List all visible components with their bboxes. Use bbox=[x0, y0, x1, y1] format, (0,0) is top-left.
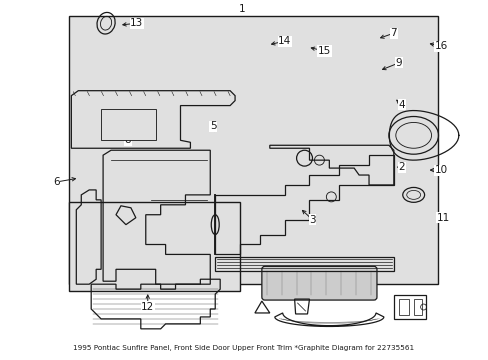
Text: 7: 7 bbox=[390, 28, 396, 38]
Bar bbox=[413, 299, 421, 315]
Text: 1: 1 bbox=[238, 4, 245, 14]
Text: 1995 Pontiac Sunfire Panel, Front Side Door Upper Front Trim *Graphite Diagram f: 1995 Pontiac Sunfire Panel, Front Side D… bbox=[73, 345, 414, 351]
Text: 2: 2 bbox=[398, 162, 404, 172]
FancyBboxPatch shape bbox=[262, 266, 376, 300]
Text: 12: 12 bbox=[141, 302, 154, 312]
Bar bbox=[69, 202, 240, 291]
Text: 13: 13 bbox=[130, 18, 143, 28]
Bar bbox=[393, 295, 425, 319]
Text: 3: 3 bbox=[308, 215, 315, 225]
Polygon shape bbox=[101, 109, 155, 140]
Text: 15: 15 bbox=[317, 46, 330, 56]
Text: 9: 9 bbox=[395, 58, 401, 68]
Text: 16: 16 bbox=[434, 41, 447, 51]
Bar bbox=[215, 257, 393, 271]
Text: 4: 4 bbox=[398, 100, 404, 109]
Bar bbox=[69, 16, 438, 284]
Text: 8: 8 bbox=[124, 135, 131, 145]
Text: 5: 5 bbox=[209, 121, 216, 131]
Text: 10: 10 bbox=[434, 165, 447, 175]
Bar bbox=[398, 299, 408, 315]
Text: 6: 6 bbox=[53, 177, 60, 187]
Text: 11: 11 bbox=[436, 213, 449, 223]
Text: 14: 14 bbox=[278, 36, 291, 46]
